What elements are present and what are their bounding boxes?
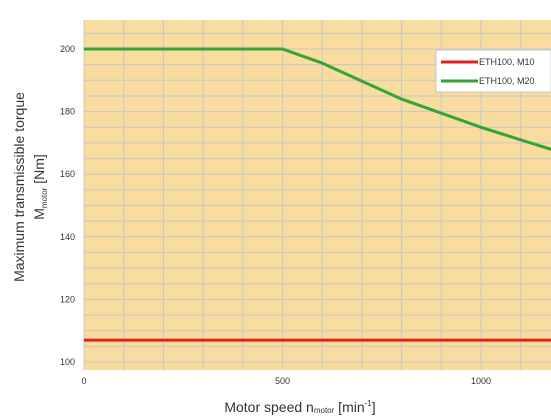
horizontal-gridlines (84, 32, 551, 363)
y-axis-title-line1: Maximum transmissible torque (11, 92, 27, 282)
y-tick-label-200: 200 (60, 44, 75, 54)
y-tick-label-180: 180 (60, 107, 75, 117)
x-tick-labels: 0500100015002000 (81, 376, 491, 386)
y-tick-label-120: 120 (60, 294, 75, 304)
x-tick-label-0: 0 (81, 376, 86, 386)
y-axis-subscript: motor (40, 187, 49, 208)
x-tick-label-1000: 1000 (471, 376, 491, 386)
y-axis-symbol: M (31, 208, 47, 220)
y-tick-label-140: 140 (60, 232, 75, 242)
x-axis-subscript: motor (314, 406, 335, 415)
x-axis-title: Motor speed nmotor [min-1] (224, 399, 375, 415)
x-axis-unit-close: ] (372, 399, 376, 415)
y-tick-labels: 100 120 140 160 180 200 (60, 44, 75, 367)
x-axis-unit-superscript: -1 (365, 399, 373, 408)
legend: ETH100, M10 ETH100, M20 (435, 49, 551, 93)
x-axis-unit-open: [min (334, 399, 364, 415)
y-tick-label-100: 100 (60, 357, 75, 367)
y-axis-unit: [Nm] (31, 154, 47, 187)
legend-box (435, 49, 551, 93)
x-axis-label: Motor speed n (224, 399, 314, 415)
y-axis-title-line2: Mmotor [Nm] (31, 154, 49, 220)
y-axis-title: Maximum transmissible torque Mmotor [Nm] (11, 92, 49, 282)
vertical-gridlines (83, 20, 522, 370)
legend-label-eth100-m20: ETH100, M20 (479, 76, 535, 86)
series-line-eth100-m20 (84, 47, 551, 151)
legend-label-eth100-m10: ETH100, M10 (479, 57, 535, 67)
y-tick-label-160: 160 (60, 169, 75, 179)
x-tick-label-500: 500 (275, 376, 290, 386)
